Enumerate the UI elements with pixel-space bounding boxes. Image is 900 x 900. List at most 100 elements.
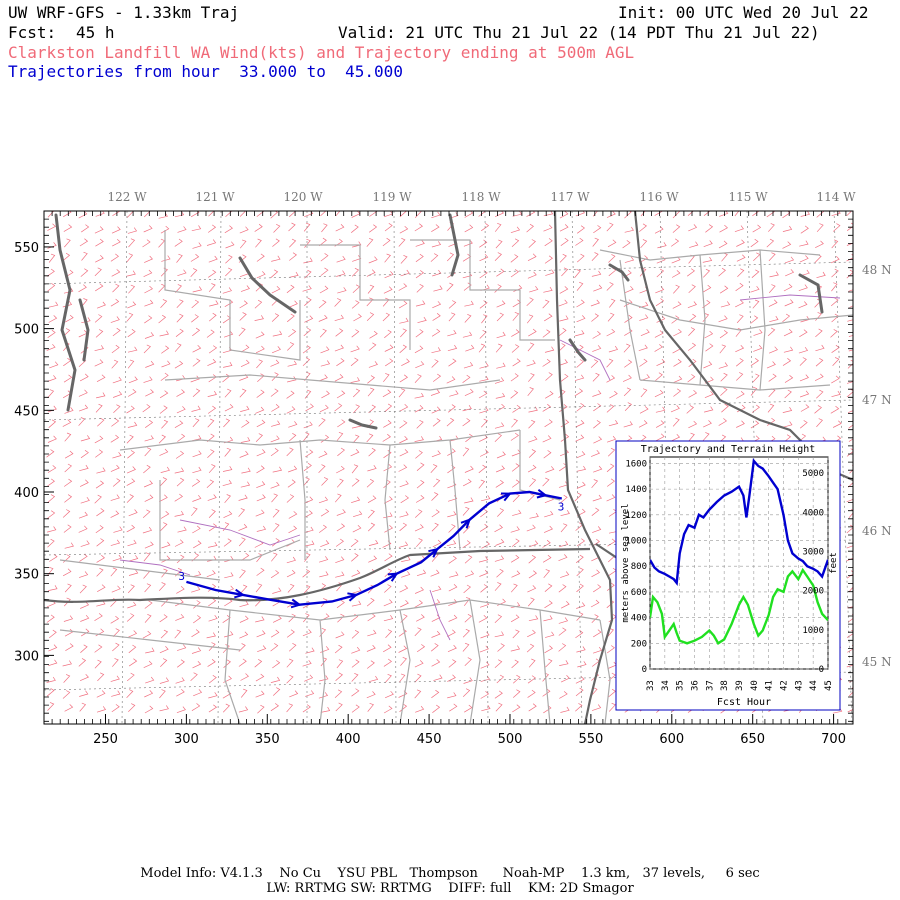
inset-terrain-height-line: [650, 567, 828, 645]
trajectory-end-label: 3: [558, 501, 565, 514]
meridian-line: [393, 211, 397, 724]
y-tick-label: 550: [14, 241, 39, 256]
model-info-line-1: Model Info: V4.1.3 No Cu YSU PBL Thompso…: [140, 866, 760, 881]
inset-x-tick-label: 33: [646, 680, 656, 691]
county-boundary: [159, 480, 301, 561]
inset-x-tick-label: 34: [661, 680, 671, 691]
inset-y-right-tick-label: 2000: [802, 587, 824, 597]
latitude-label: 45 N: [862, 655, 892, 669]
coastline: [54, 213, 77, 412]
meridian-line: [484, 211, 489, 724]
product-title: UW WRF-GFS - 1.33km Traj: [8, 3, 240, 22]
coastline: [78, 298, 90, 362]
inset-y-right-tick-label: 1000: [802, 626, 824, 636]
trajectory-arrow: [460, 518, 472, 529]
longitude-label: 117 W: [550, 190, 590, 204]
county-boundary: [469, 599, 481, 724]
boundaries: [44, 211, 853, 724]
map-frame: [43, 210, 854, 725]
trajectory-arrow: [234, 588, 246, 599]
coastline: [608, 263, 630, 282]
x-tick-label: 650: [740, 732, 765, 747]
inset-title: Trajectory and Terrain Height: [641, 444, 816, 455]
county-boundary: [164, 374, 501, 391]
x-tick-label: 250: [93, 732, 118, 747]
coastline: [798, 273, 824, 314]
inset-y-left-tick-label: 1600: [625, 459, 647, 469]
x-tick-label: 500: [498, 732, 523, 747]
meridian-line: [571, 211, 583, 724]
inset-trajectory-height-line: [650, 458, 828, 586]
inset-y-left-tick-label: 1200: [625, 511, 647, 521]
state-boundary: [44, 547, 591, 603]
county-boundary: [759, 249, 766, 391]
county-boundary: [619, 299, 853, 331]
inset-x-tick-label: 35: [676, 680, 686, 691]
county-boundary: [399, 609, 411, 724]
map-frame-ticks: [43, 210, 853, 724]
inset-y-right-tick-label: 5000: [802, 469, 824, 479]
county-boundary: [539, 609, 551, 724]
meridian-line: [217, 211, 222, 724]
trajectory-inset: Trajectory and Terrain Height 33 34 35 36 37…: [615, 440, 841, 711]
x-tick-label: 700: [821, 732, 846, 747]
county-boundary: [299, 439, 306, 560]
minor-ticks: [43, 210, 853, 724]
county-boundary: [319, 619, 326, 724]
map-axis-labels: 250 300 350 400 450 500 550 600 650 7005505004504…: [14, 190, 891, 747]
valid-time: Valid: 21 UTC Thu 21 Jul 22 (14 PDT Thu …: [338, 23, 820, 42]
inset-series: [650, 458, 828, 645]
inset-y-left-tick-label: 400: [631, 614, 647, 624]
trajectory-arrow: [290, 598, 302, 609]
forecast-hour-value: 45 h: [76, 23, 115, 42]
river-line: [739, 294, 841, 301]
latitude-label: 48 N: [862, 263, 892, 277]
y-tick-label: 300: [14, 649, 39, 664]
x-tick-label: 600: [659, 732, 684, 747]
x-tick-label: 300: [174, 732, 199, 747]
inset-y-right-label: feet: [829, 552, 839, 574]
longitude-label: 119 W: [372, 190, 412, 204]
county-boundary: [59, 629, 241, 651]
trajectory-arrow: [428, 547, 440, 558]
coastline: [568, 338, 587, 362]
inset-y-left-tick-label: 1400: [625, 485, 647, 495]
trajectory-start-label: 3: [178, 570, 185, 583]
coastline: [448, 213, 460, 277]
county-boundary: [619, 259, 641, 381]
trajectory-layer: 33: [178, 489, 565, 609]
longitude-label: 121 W: [195, 190, 235, 204]
x-tick-label: 400: [336, 732, 361, 747]
river-line: [429, 589, 451, 641]
inset-y-left-tick-label: 0: [642, 665, 647, 675]
inset-y-left-label: meters above sea level: [621, 503, 631, 622]
inset-x-tick-label: 41: [765, 680, 775, 691]
river-line: [119, 559, 191, 576]
x-tick-label: 450: [417, 732, 442, 747]
county-boundary: [639, 379, 831, 391]
county-boundary: [699, 254, 706, 386]
inset-x-tick-label: 42: [780, 680, 790, 691]
inset-grid: [649, 457, 829, 670]
meridian-line: [833, 211, 853, 724]
longitude-label: 122 W: [107, 190, 147, 204]
model-info-line-2: LW: RRTMG SW: RRTMG DIFF: full KM: 2D Sm…: [266, 881, 634, 896]
inset-y-left-tick-label: 1000: [625, 537, 647, 547]
inset-y-right-tick-label: 0: [819, 665, 824, 675]
y-tick-label: 400: [14, 486, 39, 501]
county-boundary: [599, 619, 611, 724]
trajectory-range: Trajectories from hour 33.000 to 45.000: [8, 62, 403, 81]
init-time: Init: 00 UTC Wed 20 Jul 22: [618, 3, 869, 22]
inset-y-left-tick-label: 600: [631, 588, 647, 598]
inset-y-right-tick-label: 4000: [802, 508, 824, 518]
longitude-label: 118 W: [461, 190, 501, 204]
forecast-hour-label: Fcst:: [8, 23, 57, 42]
inset-y-left-tick-label: 800: [631, 562, 647, 572]
longitude-label: 116 W: [639, 190, 679, 204]
latitude-label: 46 N: [862, 524, 892, 538]
trajectory-arrow: [347, 592, 359, 602]
trajectory-arrow: [500, 492, 513, 502]
coastline: [348, 418, 378, 430]
inset-ticks: 33 34 35 36 37 38 39 40 41 42 43 44 4502004006008001…: [625, 459, 834, 691]
